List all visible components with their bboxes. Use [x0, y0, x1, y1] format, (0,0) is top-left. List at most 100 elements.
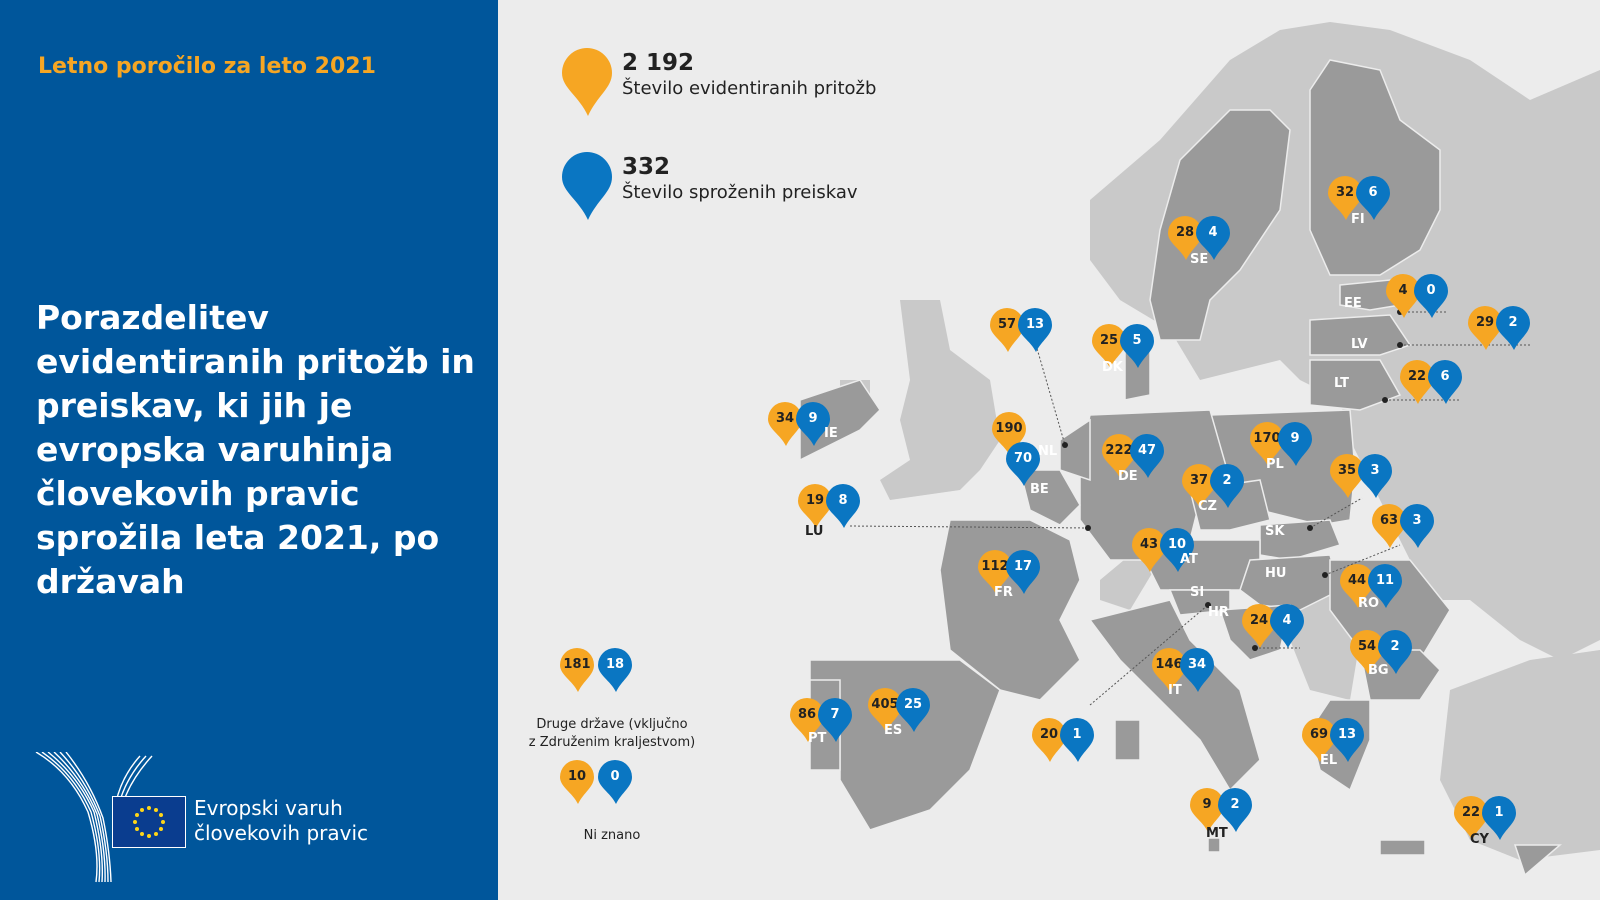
- pin-complaints-other: 181: [560, 648, 594, 692]
- pin-complaints-lu-value: 19: [805, 493, 825, 508]
- pin-complaints-nl-value: 57: [997, 317, 1017, 332]
- pin-inquiries-ee-value: 0: [1426, 283, 1436, 298]
- pin-inquiries-pt-value: 7: [830, 707, 840, 722]
- pin-inquiries-other-value: 18: [605, 657, 625, 672]
- country-label-dk: DK: [1102, 360, 1123, 375]
- pin-complaints-se-value: 28: [1175, 225, 1195, 240]
- other-label-line-2: z Združenim kraljestvom): [528, 735, 696, 750]
- country-label-el: EL: [1320, 753, 1338, 768]
- pin-inquiries-lt-value: 6: [1440, 369, 1450, 384]
- connector-lines: [849, 311, 1530, 706]
- pin-inquiries-bg-value: 2: [1390, 639, 1400, 654]
- pin-inquiries-ro: 11: [1368, 564, 1402, 608]
- pin-complaints-dk-value: 25: [1099, 333, 1119, 348]
- ombudsman-logo: [35, 752, 153, 883]
- pin-inquiries-si-value: 1: [1072, 727, 1082, 742]
- eu-countries: [799, 59, 1563, 877]
- pin-complaints-unknown: 10: [560, 760, 594, 804]
- country-lv: [1309, 314, 1412, 356]
- pin-complaints-ie: 34: [768, 402, 802, 446]
- pin-inquiries-bg: 2: [1378, 630, 1412, 674]
- country-label-at: AT: [1180, 552, 1198, 567]
- pin-inquiries-it: 34: [1180, 648, 1214, 692]
- pin-inquiries-at: 10: [1160, 528, 1194, 572]
- pin-inquiries-pt: 7: [818, 698, 852, 742]
- pin-complaints-unknown-value: 10: [567, 769, 587, 784]
- pin-inquiries-sk-value: 3: [1370, 463, 1380, 478]
- pin-complaints-it: 146: [1152, 648, 1186, 692]
- legend-complaints-pin-icon: [562, 48, 612, 116]
- pin-complaints-pl-value: 170: [1253, 431, 1281, 446]
- pin-complaints-mt: 9: [1190, 788, 1224, 832]
- country-fr: [939, 519, 1081, 701]
- legend-complaints-label: Število evidentiranih pritožb: [622, 78, 877, 99]
- eu-flag-icon: [112, 796, 186, 848]
- pin-inquiries-lu-value: 8: [838, 493, 848, 508]
- pin-complaints-cy-value: 22: [1461, 805, 1481, 820]
- pin-inquiries-pl: 9: [1278, 422, 1312, 466]
- pin-complaints-se: 28: [1168, 216, 1202, 260]
- country-hu: [1239, 554, 1341, 611]
- pin-inquiries-nl-value: 13: [1025, 317, 1045, 332]
- pin-complaints-other-value: 181: [563, 657, 591, 672]
- pin-inquiries-ee: 0: [1414, 274, 1448, 318]
- pin-complaints-ee-value: 4: [1398, 283, 1408, 298]
- pin-inquiries-cz: 2: [1210, 464, 1244, 508]
- pin-inquiries-other: 18: [598, 648, 632, 692]
- pin-inquiries-es-value: 25: [903, 697, 923, 712]
- country-label-it: IT: [1168, 683, 1182, 698]
- europe-map: 2 192 Število evidentiranih pritožb 332 …: [498, 0, 1600, 900]
- pin-complaints-lv-value: 29: [1475, 315, 1495, 330]
- country-fi: [1309, 59, 1441, 276]
- legend-inquiries-total: 332: [622, 154, 671, 180]
- pin-inquiries-hu-value: 3: [1412, 513, 1422, 528]
- legend-inquiries-label: Število sproženih preiskav: [622, 182, 858, 203]
- other-label-line-1: Druge države (vključno: [536, 717, 688, 732]
- pin-complaints-hr-value: 24: [1249, 613, 1269, 628]
- island-2: [1379, 839, 1426, 856]
- country-nl: [1059, 418, 1091, 482]
- country-it: [1088, 599, 1261, 792]
- country-be: [1019, 469, 1081, 526]
- pin-inquiries-fi-value: 6: [1368, 185, 1378, 200]
- pin-complaints-sk-value: 35: [1337, 463, 1357, 478]
- unknown-label: Ni znano: [583, 828, 641, 843]
- logo-line-2: človekovih pravic: [194, 821, 369, 845]
- report-subtitle: Letno poročilo za leto 2021: [38, 54, 376, 79]
- pin-inquiries-fr: 17: [1006, 550, 1040, 594]
- country-label-ee: EE: [1344, 296, 1362, 311]
- pin-complaints-cz-value: 37: [1189, 473, 1209, 488]
- pin-complaints-pt: 86: [790, 698, 824, 742]
- pin-complaints-at: 43: [1132, 528, 1166, 572]
- pin-inquiries-el: 13: [1330, 718, 1364, 762]
- country-label-cz: CZ: [1198, 499, 1217, 514]
- country-ie: [799, 379, 881, 462]
- country-label-se: SE: [1190, 252, 1209, 267]
- pin-inquiries-hr: 4: [1270, 604, 1304, 648]
- left-panel: Letno poročilo za leto 2021 Porazdelitev…: [0, 0, 498, 900]
- pin-inquiries-se-value: 4: [1208, 225, 1218, 240]
- country-label-pl: PL: [1266, 457, 1284, 472]
- pin-complaints-sk: 35: [1330, 454, 1364, 498]
- pin-inquiries-be-value: 70: [1013, 451, 1033, 466]
- logo-line-1: Evropski varuh: [194, 796, 343, 820]
- pin-inquiries-be: 70: [1006, 442, 1040, 486]
- country-ee: [1339, 279, 1402, 311]
- pin-complaints-fr-value: 112: [981, 559, 1009, 574]
- pin-inquiries-at-value: 10: [1167, 537, 1187, 552]
- pin-inquiries-mt: 2: [1218, 788, 1252, 832]
- pin-inquiries-sk: 3: [1358, 454, 1392, 498]
- island-1: [1114, 719, 1141, 761]
- pin-complaints-be-value: 190: [995, 421, 1023, 436]
- country-label-pt: PT: [808, 731, 827, 746]
- pin-inquiries-si: 1: [1060, 718, 1094, 762]
- country-label-sk: SK: [1265, 524, 1285, 539]
- legend-inquiries-pin-icon: [562, 152, 612, 220]
- pin-complaints-si-value: 20: [1039, 727, 1059, 742]
- map-shapes: [799, 22, 1600, 877]
- country-mt: [1207, 837, 1221, 853]
- country-label-si: SI: [1190, 585, 1205, 600]
- pin-complaints-si: 20: [1032, 718, 1066, 762]
- pin-complaints-el-value: 69: [1309, 727, 1329, 742]
- pin-complaints-mt-value: 9: [1202, 797, 1212, 812]
